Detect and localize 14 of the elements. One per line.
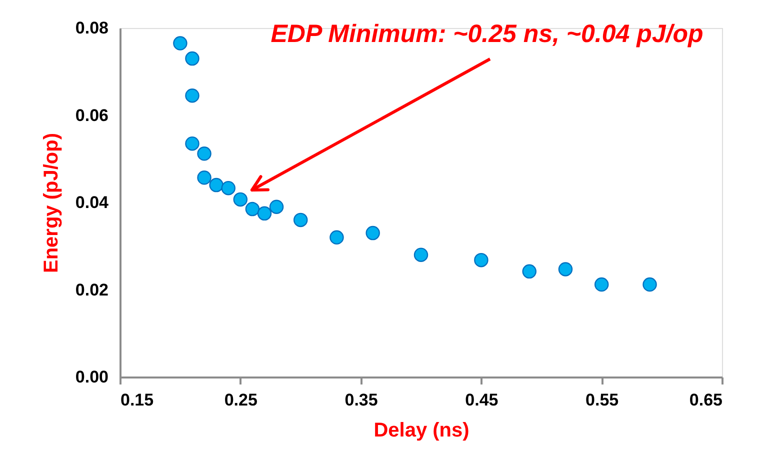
x-axis-title: Delay (ns) [374,420,470,442]
annotation: EDP Minimum: ~0.25 ns, ~0.04 pJ/op [270,20,704,48]
x-tick-label: 0.65 [689,390,722,410]
x-tick-label: 0.25 [224,390,258,410]
x-tick-label: 0.35 [344,390,378,410]
x-tick-label: 0.15 [120,390,154,410]
y-tick-label: 0.02 [75,280,108,300]
y-tick-label: 0.06 [75,106,108,125]
y-tick-label: 0.08 [75,18,108,38]
x-tick-label: 0.55 [586,390,619,410]
y-tick-label: 0.00 [75,368,108,386]
y-axis-title: Energy (pJ/op) [40,132,62,274]
y-tick-label: 0.04 [75,193,110,212]
x-tick-label: 0.45 [465,390,498,410]
